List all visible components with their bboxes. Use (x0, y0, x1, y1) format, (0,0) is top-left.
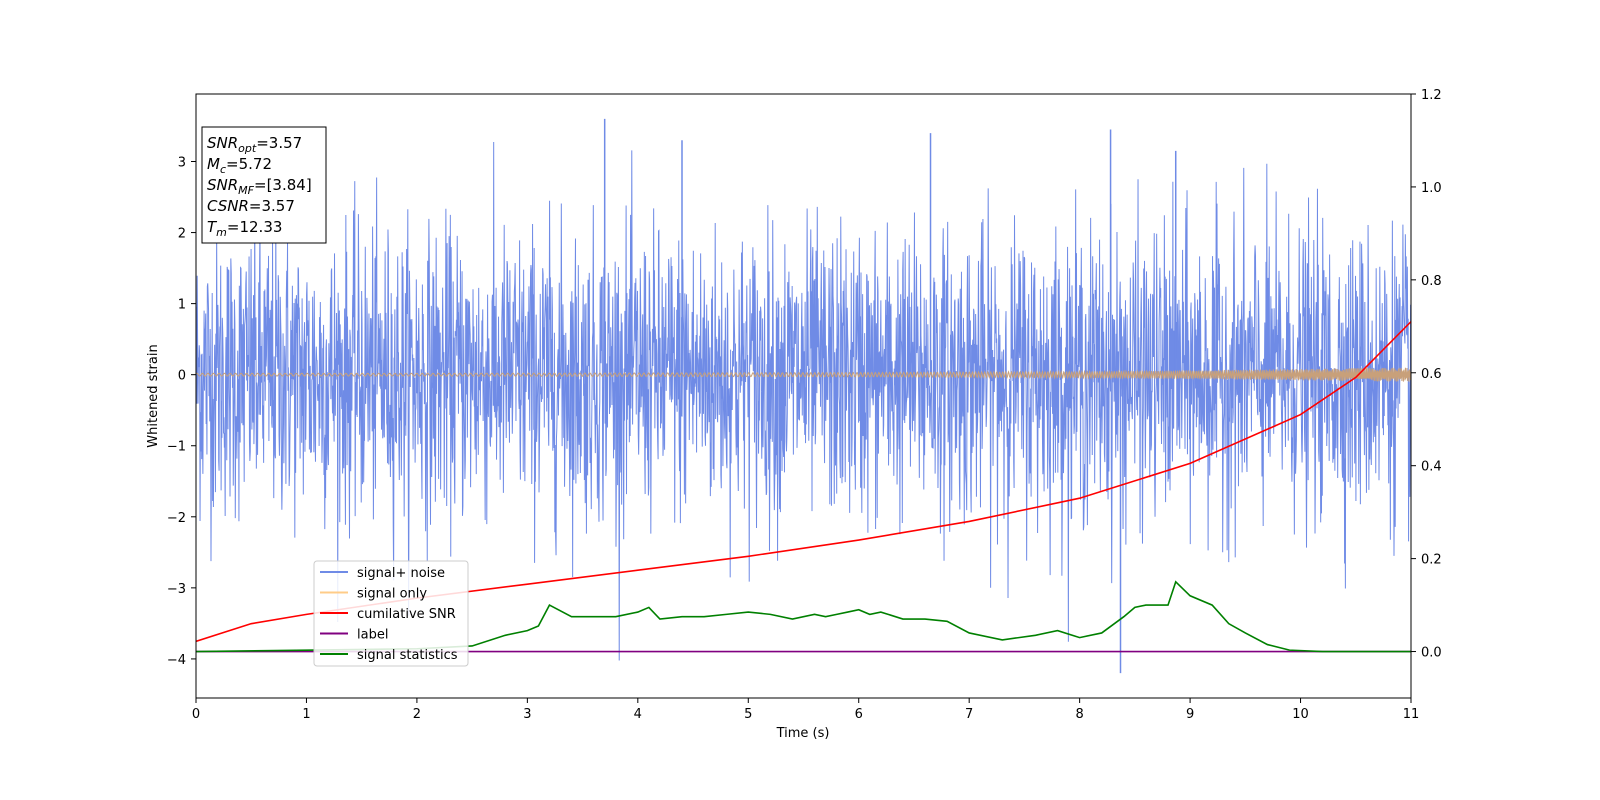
y-axis-left-ticks: −4 −3 −2 −1 0 1 2 3 (167, 156, 196, 668)
legend-label: signal statistics (357, 648, 458, 663)
annotation-line: Mc=5.72 (207, 155, 272, 176)
annotation-box-frame (201, 126, 327, 244)
y-right-tick-label: 0.6 (1421, 367, 1442, 382)
legend-label: label (357, 628, 388, 643)
x-tick-label: 10 (1292, 707, 1309, 722)
y-left-tick-label: −4 (167, 653, 186, 668)
y-left-tick-label: 2 (178, 227, 186, 242)
x-tick-label: 2 (413, 707, 421, 722)
y-left-tick-label: −3 (167, 582, 186, 597)
x-axis-label: Time (s) (776, 726, 830, 741)
x-tick-label: 0 (192, 707, 200, 722)
y-axis-label: Whitened strain (146, 344, 161, 447)
signal-only-series (196, 367, 1411, 382)
y-left-tick-label: −1 (167, 440, 186, 455)
x-tick-label: 11 (1403, 707, 1420, 722)
signal-noise-series (196, 118, 1411, 674)
x-tick-label: 9 (1186, 707, 1194, 722)
y-left-tick-label: 1 (178, 298, 186, 313)
y-axis-right-ticks: 0.0 0.2 0.4 0.6 0.8 1.0 1.2 (1411, 88, 1442, 661)
y-left-tick-label: −2 (167, 511, 186, 526)
signal-only-line (196, 367, 1411, 382)
y-right-tick-label: 0.8 (1421, 274, 1442, 289)
axes-frame (195, 93, 1412, 699)
y-right-tick-label: 1.0 (1421, 181, 1442, 196)
x-tick-label: 4 (634, 707, 642, 722)
y-right-tick-label: 0.2 (1421, 553, 1442, 568)
x-tick-label: 1 (302, 707, 310, 722)
x-tick-label: 5 (744, 707, 752, 722)
annotation-line: Tm=12.33 (207, 218, 282, 239)
y-right-tick-label: 1.2 (1421, 88, 1442, 103)
y-right-tick-label: 0.0 (1421, 646, 1442, 661)
signal-statistics-line (196, 580, 1411, 653)
legend-label: cumilative SNR (357, 607, 456, 622)
x-tick-label: 8 (1075, 707, 1083, 722)
y-left-tick-label: 3 (178, 156, 186, 171)
y-left-tick-label: 0 (178, 369, 186, 384)
legend-label: signal only (357, 587, 427, 602)
annotation-line: SNRMF=[3.84] (207, 176, 312, 197)
legend-frame (313, 560, 469, 667)
x-tick-label: 7 (965, 707, 973, 722)
annotation-line: SNRopt=3.57 (207, 134, 302, 155)
legend-label: signal+ noise (357, 566, 445, 581)
y-right-tick-label: 0.4 (1421, 460, 1442, 475)
x-tick-label: 6 (855, 707, 863, 722)
x-tick-label: 3 (523, 707, 531, 722)
x-axis-ticks: 0 1 2 3 4 5 6 7 8 9 10 11 (192, 698, 1419, 722)
annotation-line: CSNR=3.57 (207, 197, 295, 215)
legend: signal+ noise signal only cumilative SNR la… (313, 560, 469, 667)
signal-noise-line (196, 141, 1411, 661)
